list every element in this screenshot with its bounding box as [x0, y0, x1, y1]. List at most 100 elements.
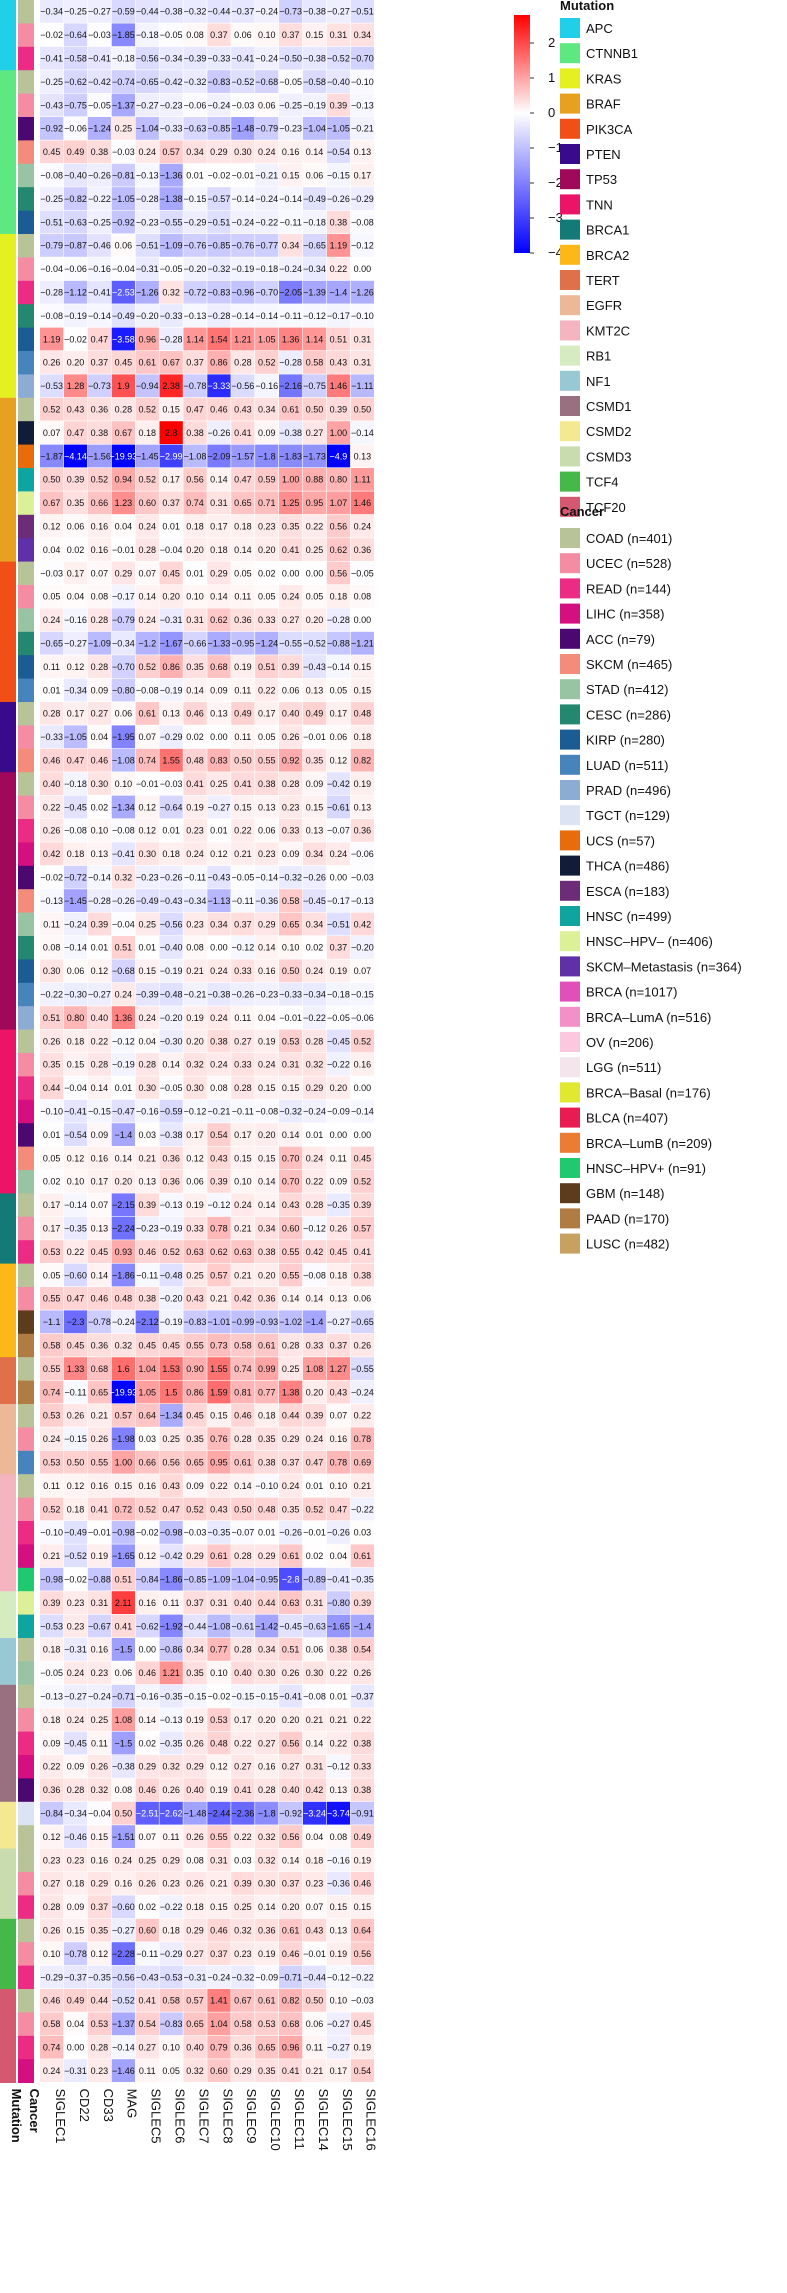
mutation-legend-label: CSMD1 — [586, 399, 632, 414]
heatmap-cell — [255, 2012, 279, 2036]
cell-value-label: −0.28 — [208, 311, 231, 321]
cell-value-label: −0.16 — [136, 1107, 159, 1117]
column-label: SIGLEC16 — [364, 2089, 379, 2151]
heatmap-cell — [135, 70, 159, 93]
heatmap-cell — [63, 374, 88, 398]
heatmap-cell — [183, 1872, 207, 1895]
cell-value-label: −0.18 — [255, 264, 278, 274]
heatmap-cell — [255, 1989, 279, 2012]
cell-value-label: −0.23 — [279, 124, 302, 134]
cell-value-label: −0.75 — [64, 100, 87, 110]
heatmap-cell — [302, 1099, 327, 1123]
cell-value-label: 0.60 — [138, 1926, 156, 1936]
cell-value-label: −19.93 — [109, 1387, 137, 1397]
heatmap-cell — [63, 1825, 88, 1848]
cell-value-label: 0.61 — [354, 1551, 372, 1561]
cell-value-label: 0.13 — [138, 1177, 156, 1187]
cell-value-label: −0.41 — [64, 1107, 87, 1117]
cell-value-label: 0.05 — [234, 568, 252, 578]
cancer-legend-swatch — [560, 679, 580, 700]
heatmap-cell — [326, 1287, 351, 1310]
heatmap-cell — [231, 1310, 255, 1334]
heatmap-cell — [40, 1965, 64, 1989]
heatmap-cell — [255, 1825, 279, 1848]
heatmap-cell — [326, 1661, 351, 1685]
heatmap-cell — [255, 514, 279, 538]
cancer-strip-cell — [18, 1263, 34, 1288]
cell-value-label: 0.56 — [282, 1738, 300, 1748]
cell-value-label: −0.28 — [160, 334, 183, 344]
cell-value-label: 0.52 — [354, 1036, 372, 1046]
column-label: SIGLEC1 — [53, 2089, 68, 2144]
heatmap-cell — [231, 1474, 255, 1497]
heatmap-cell — [87, 2035, 112, 2059]
cell-value-label: 0.06 — [67, 966, 85, 976]
cell-value-label: 0.00 — [354, 615, 372, 625]
cell-value-label: −0.85 — [208, 124, 231, 134]
heatmap-cell — [111, 93, 135, 117]
cell-value-label: −0.02 — [40, 30, 63, 40]
cell-value-label: −0.24 — [279, 264, 302, 274]
mutation-legend-swatch — [560, 169, 580, 190]
cell-value-label: −0.72 — [64, 873, 87, 883]
heatmap-cell — [183, 936, 207, 959]
cell-value-label: −0.02 — [64, 334, 87, 344]
heatmap-cell — [135, 1965, 159, 1989]
heatmap-cell — [255, 1731, 279, 1755]
heatmap-cell — [40, 1591, 64, 1614]
cell-value-label: 0.39 — [354, 1598, 372, 1608]
cell-value-label: 0.11 — [43, 919, 60, 929]
cell-value-label: 0.90 — [186, 1364, 204, 1374]
cell-value-label: 0.15 — [138, 966, 156, 976]
mutation-strip-cell — [0, 421, 16, 445]
cell-value-label: 0.35 — [186, 662, 204, 672]
cell-value-label: 0.25 — [138, 919, 156, 929]
cell-value-label: −0.48 — [160, 1270, 183, 1280]
heatmap-cell — [63, 0, 88, 23]
heatmap-cell — [231, 1942, 255, 1965]
cell-value-label: 0.07 — [330, 1411, 348, 1421]
cell-value-label: −1.08 — [184, 451, 207, 461]
heatmap-cell — [63, 1708, 88, 1731]
cell-value-label: −0.31 — [136, 264, 159, 274]
heatmap-cell — [279, 163, 303, 187]
cell-value-label: −0.12 — [327, 1972, 350, 1982]
heatmap-cell — [279, 23, 303, 47]
heatmap-cell — [350, 491, 374, 515]
cancer-strip-cell — [18, 982, 34, 1007]
cell-value-label: 0.23 — [282, 802, 300, 812]
heatmap-cell — [111, 1240, 135, 1263]
cell-value-label: 0.12 — [43, 1832, 61, 1842]
mutation-strip-cell — [0, 1193, 16, 1218]
cell-value-label: −1.21 — [351, 639, 374, 649]
cell-value-label: 0.20 — [258, 1715, 276, 1725]
cell-value-label: 0.48 — [115, 1294, 133, 1304]
heatmap-cell — [207, 46, 231, 70]
cancer-legend-swatch — [560, 855, 580, 876]
cell-value-label: 0.38 — [354, 1270, 372, 1280]
heatmap-cell — [350, 1848, 374, 1872]
cell-value-label: 1.55 — [162, 756, 180, 766]
cell-value-label: 0.68 — [91, 1364, 109, 1374]
heatmap-cell — [302, 1427, 327, 1451]
cell-value-label: 0.01 — [306, 1130, 324, 1140]
heatmap-cell — [326, 514, 351, 538]
cell-value-label: 0.04 — [330, 1551, 348, 1561]
cell-value-label: 1.33 — [67, 1364, 85, 1374]
heatmap-cell — [207, 280, 231, 304]
cell-value-label: −0.35 — [351, 1575, 374, 1585]
heatmap-cell — [255, 93, 279, 117]
heatmap-cell — [87, 1216, 112, 1240]
heatmap-cell — [183, 210, 207, 234]
cell-value-label: 2.11 — [115, 1598, 132, 1608]
heatmap-cell — [326, 538, 351, 561]
cell-value-label: 0.51 — [115, 1575, 133, 1585]
cell-value-label: −1.04 — [136, 124, 159, 134]
heatmap-cell — [350, 1357, 374, 1380]
heatmap-cell — [40, 1333, 64, 1357]
mutation-strip-cell — [0, 842, 16, 867]
heatmap-cell — [183, 234, 207, 257]
cell-value-label: 0.01 — [210, 826, 228, 836]
heatmap-cell — [159, 1450, 183, 1474]
heatmap-cell — [231, 702, 255, 725]
